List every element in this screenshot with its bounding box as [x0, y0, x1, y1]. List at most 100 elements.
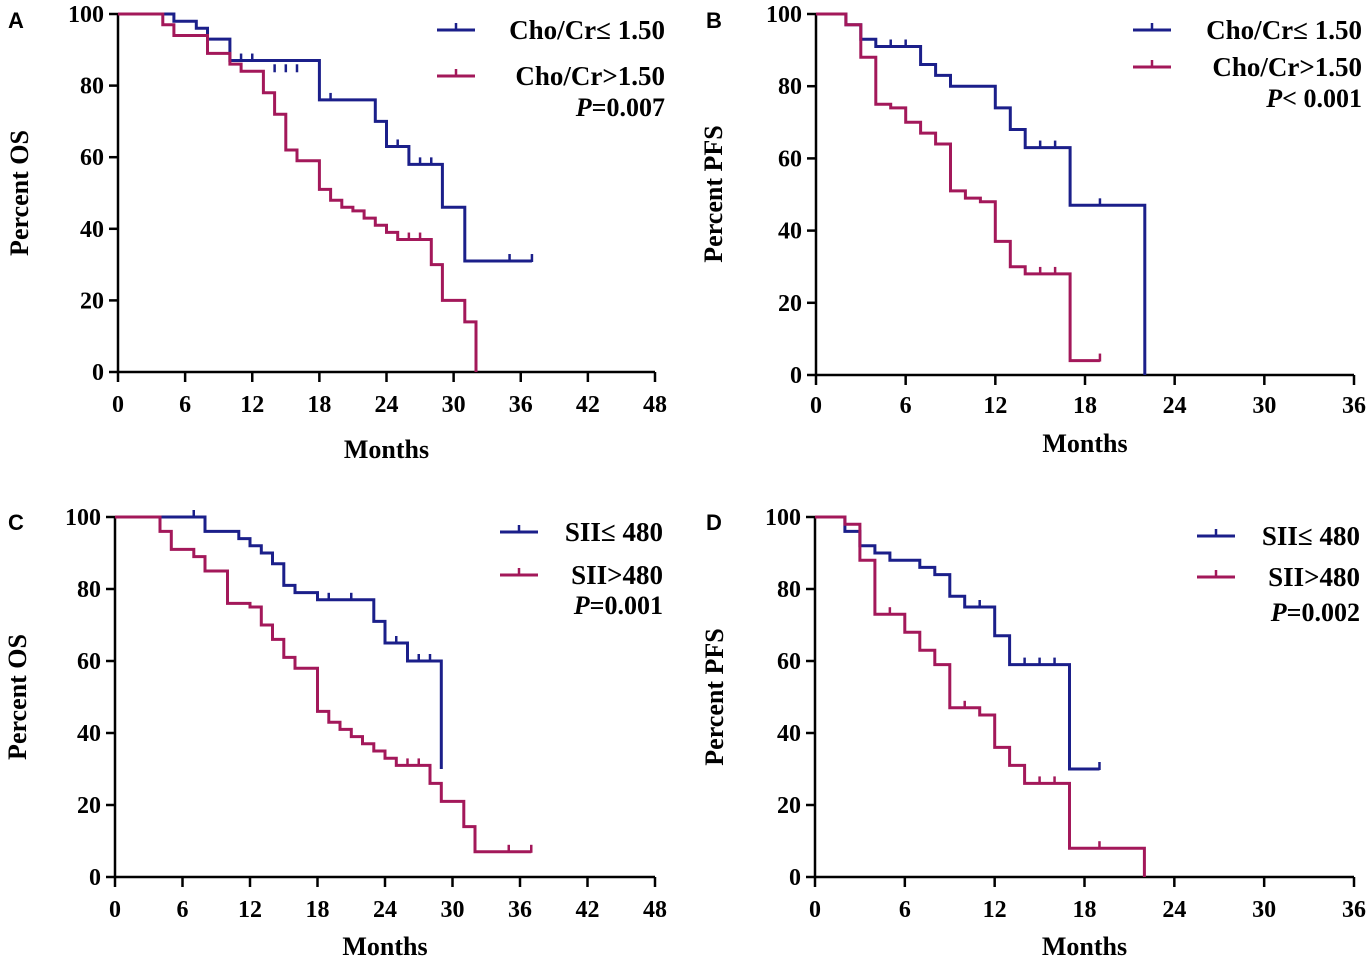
p-value-text: < 0.001 [1282, 84, 1362, 113]
panel-a: A 0 20 40 60 80 100 0 6 12 18 24 30 36 42 48 Months Perce… [5, 2, 667, 464]
x-tick-label: 36 [508, 897, 532, 923]
x-tick-label: 42 [576, 392, 600, 418]
legend-label: SII>480 [571, 560, 663, 590]
y-tick-label: 80 [80, 74, 104, 100]
km-curve-series-2 [115, 515, 532, 854]
x-tick-label: 24 [373, 897, 397, 923]
x-tick-label: 30 [1252, 393, 1276, 419]
y-tick-label: 60 [77, 649, 101, 675]
x-tick-label: 6 [179, 392, 191, 418]
y-tick-label: 60 [778, 146, 802, 172]
x-tick-label: 6 [899, 897, 911, 923]
p-value-symbol: P [573, 591, 591, 620]
x-tick-label: 12 [983, 897, 1007, 923]
p-value-symbol: P [1270, 598, 1288, 627]
x-axis-title: Months [1042, 429, 1127, 458]
y-tick-label: 100 [65, 505, 101, 531]
y-tick-label: 60 [777, 649, 801, 675]
panel-letter: C [8, 510, 24, 535]
y-tick-label: 20 [80, 288, 104, 314]
y-tick-label: 80 [777, 577, 801, 603]
x-tick-label: 24 [1162, 897, 1186, 923]
legend-label: SII≤ 480 [1262, 521, 1360, 551]
x-tick-label: 18 [1073, 393, 1097, 419]
p-value-label: P=0.001 [573, 591, 663, 620]
y-tick-label: 100 [765, 505, 801, 531]
y-tick-label: 60 [80, 145, 104, 171]
x-tick-label: 0 [810, 393, 822, 419]
x-tick-label: 36 [1342, 393, 1366, 419]
x-tick-label: 36 [509, 392, 533, 418]
x-tick-label: 12 [240, 392, 264, 418]
y-axis-title: Percent OS [3, 634, 32, 760]
x-tick-label: 24 [1163, 393, 1187, 419]
x-tick-label: 0 [109, 897, 121, 923]
p-value-text: =0.001 [590, 591, 663, 620]
km-curve-series-2 [815, 515, 1146, 877]
y-tick-label: 0 [89, 865, 101, 891]
x-tick-label: 12 [983, 393, 1007, 419]
x-tick-label: 24 [375, 392, 399, 418]
y-tick-label: 20 [778, 291, 802, 317]
x-tick-label: 12 [238, 897, 262, 923]
x-tick-label: 18 [1073, 897, 1097, 923]
panel-letter: D [706, 510, 722, 535]
y-tick-label: 20 [777, 793, 801, 819]
x-tick-label: 30 [442, 392, 466, 418]
y-tick-label: 80 [778, 74, 802, 100]
y-axis-title: Percent OS [5, 130, 34, 256]
x-tick-label: 6 [900, 393, 912, 419]
legend-label: Cho/Cr≤ 1.50 [1206, 15, 1362, 45]
panel-b: B 0 20 40 60 80 100 0 6 12 18 24 30 36 Months Percent P… [699, 2, 1366, 458]
y-tick-label: 0 [790, 363, 802, 389]
x-tick-label: 36 [1342, 897, 1366, 923]
km-curve-series-2 [118, 12, 478, 372]
y-tick-label: 40 [777, 721, 801, 747]
legend-label: Cho/Cr>1.50 [1212, 52, 1362, 82]
km-curve-series-1 [118, 12, 532, 263]
legend-label: Cho/Cr>1.50 [515, 61, 665, 91]
x-tick-label: 42 [576, 897, 600, 923]
panel-letter: A [8, 8, 24, 33]
x-tick-label: 0 [112, 392, 124, 418]
p-value-symbol: P [575, 93, 593, 122]
p-value-text: =0.002 [1287, 598, 1360, 627]
x-tick-label: 18 [306, 897, 330, 923]
x-tick-label: 6 [177, 897, 189, 923]
p-value-symbol: P [1265, 84, 1283, 113]
p-value-label: P=0.007 [575, 93, 665, 122]
x-tick-label: 0 [809, 897, 821, 923]
legend-label: SII≤ 480 [565, 517, 663, 547]
y-axis-title: Percent PFS [699, 125, 728, 262]
x-tick-label: 30 [441, 897, 465, 923]
x-axis-title: Months [1042, 932, 1127, 960]
y-tick-label: 40 [778, 219, 802, 245]
legend-label: SII>480 [1268, 562, 1360, 592]
km-curve-series-2 [816, 12, 1100, 363]
x-tick-label: 48 [643, 897, 667, 923]
panel-letter: B [706, 8, 722, 33]
y-tick-label: 80 [77, 577, 101, 603]
y-tick-label: 20 [77, 793, 101, 819]
x-axis-title: Months [344, 435, 429, 464]
legend-label: Cho/Cr≤ 1.50 [509, 15, 665, 45]
p-value-label: P=0.002 [1270, 598, 1360, 627]
y-tick-label: 100 [766, 2, 802, 28]
km-curve-series-1 [816, 12, 1147, 375]
y-tick-label: 40 [77, 721, 101, 747]
p-value-label: P< 0.001 [1265, 84, 1362, 113]
panel-c: C 0 20 40 60 80 100 0 6 12 18 24 30 36 42 48 Months Perce… [3, 505, 667, 960]
y-tick-label: 40 [80, 217, 104, 243]
panel-d: D 0 20 40 60 80 100 0 6 12 18 24 30 36 Months Percent P… [700, 505, 1366, 960]
x-tick-label: 18 [307, 392, 331, 418]
x-tick-label: 48 [643, 392, 667, 418]
x-tick-label: 30 [1252, 897, 1276, 923]
km-curve-series-1 [815, 515, 1100, 771]
y-tick-label: 0 [92, 360, 104, 386]
km-curve-series-1 [115, 515, 443, 769]
p-value-text: =0.007 [592, 93, 665, 122]
y-axis-title: Percent PFS [700, 628, 729, 765]
x-axis-title: Months [342, 932, 427, 960]
